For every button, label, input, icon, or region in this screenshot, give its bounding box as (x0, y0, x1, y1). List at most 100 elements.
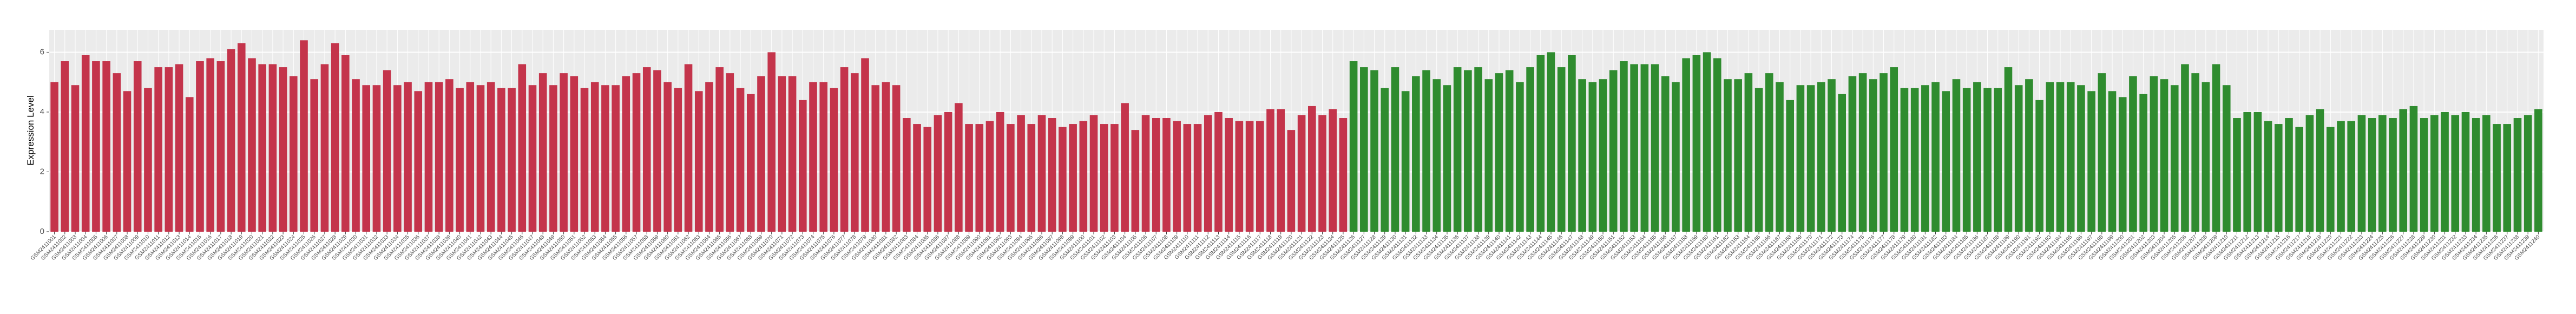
bar (871, 85, 880, 232)
bar (1453, 67, 1462, 232)
bar (196, 61, 204, 232)
bar (819, 82, 828, 232)
bar (2222, 85, 2231, 232)
bar (1089, 115, 1098, 232)
bar (1880, 73, 1888, 232)
bar (1360, 67, 1368, 232)
bar (2305, 115, 2314, 232)
bar (1027, 124, 1036, 232)
bar (632, 73, 641, 232)
bar (1318, 115, 1326, 232)
bar (2461, 112, 2470, 232)
bar (2150, 76, 2158, 232)
bar (1339, 118, 1348, 232)
bar (393, 85, 402, 232)
bar (757, 76, 765, 232)
bar (404, 82, 412, 232)
bar (310, 79, 319, 232)
bar (1651, 64, 1659, 232)
bar (1910, 88, 1919, 232)
bar (1121, 103, 1129, 232)
bar (227, 49, 235, 232)
bar (975, 124, 984, 232)
bar (1640, 64, 1649, 232)
bar (2378, 115, 2387, 232)
bar (2108, 91, 2117, 232)
bar (1017, 115, 1025, 232)
bar (154, 67, 162, 232)
bar (61, 61, 69, 232)
bar (1713, 58, 1721, 232)
bar (1505, 70, 1514, 232)
bar (331, 43, 339, 232)
y-axis-label: Expression Level (25, 95, 36, 165)
bar (1994, 88, 2002, 232)
bar (2025, 79, 2033, 232)
bar (2181, 64, 2189, 232)
bar (944, 112, 952, 232)
bar (2409, 106, 2418, 232)
bar (320, 64, 329, 232)
bar (2004, 67, 2013, 232)
bar (71, 85, 80, 232)
bar (352, 79, 360, 232)
bar (1568, 55, 1576, 232)
bar (1079, 121, 1088, 232)
bar (788, 76, 797, 232)
bar (372, 85, 381, 232)
bar (1225, 118, 1233, 232)
bar (1235, 121, 1244, 232)
bar (133, 61, 142, 232)
bar (1817, 82, 1825, 232)
bar (809, 82, 817, 232)
bar (1110, 124, 1119, 232)
bar (1214, 112, 1223, 232)
bar (830, 88, 838, 232)
bar (2493, 124, 2501, 232)
bar (144, 88, 152, 232)
bar (2451, 115, 2460, 232)
bar (2441, 112, 2449, 232)
bar (102, 61, 110, 232)
bar (248, 58, 256, 232)
bar (2233, 118, 2241, 232)
bar (216, 61, 225, 232)
bar (2316, 109, 2324, 232)
bar (580, 88, 589, 232)
bar (851, 73, 859, 232)
bar (2056, 82, 2065, 232)
bar (2389, 118, 2397, 232)
bar (549, 85, 557, 232)
bar (1869, 79, 1877, 232)
bar (1183, 124, 1192, 232)
bar (1495, 73, 1503, 232)
bar (445, 79, 454, 232)
bar (383, 70, 391, 232)
bar (1069, 124, 1077, 232)
bar (1962, 88, 1971, 232)
bar (1464, 70, 1472, 232)
bar (1973, 82, 1981, 232)
bar (2503, 124, 2512, 232)
bar (663, 82, 672, 232)
bar (1266, 109, 1274, 232)
bar (300, 40, 308, 232)
bar (2139, 94, 2147, 232)
bar (165, 67, 173, 232)
bar (955, 103, 963, 232)
bar (2274, 124, 2283, 232)
bar (1900, 88, 1909, 232)
bar (175, 64, 183, 232)
bar (1131, 130, 1140, 232)
bar (1349, 61, 1358, 232)
bar (123, 91, 132, 232)
bar (1412, 76, 1420, 232)
bar (1391, 67, 1399, 232)
bar (1547, 52, 1555, 232)
bar (185, 97, 194, 232)
bar (2327, 127, 2335, 232)
bar (1526, 67, 1534, 232)
bar (2170, 85, 2179, 232)
